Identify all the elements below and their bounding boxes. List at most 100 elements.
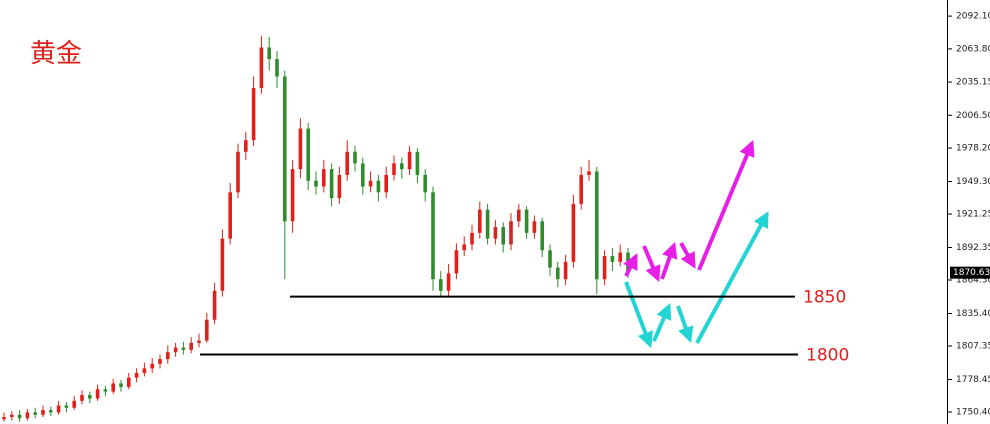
candle-body: [478, 209, 482, 233]
candle-body: [275, 59, 279, 77]
candle-body: [56, 405, 61, 413]
arrow: [652, 303, 672, 342]
candle-body: [166, 352, 170, 360]
candle-body: [111, 383, 115, 392]
y-tick-label: 2063.80: [956, 44, 990, 54]
candle-body: [150, 363, 154, 369]
candle-body: [298, 128, 303, 170]
candle-body: [228, 192, 232, 239]
candle-body: [205, 319, 209, 341]
candle-body: [212, 290, 217, 320]
candle-body: [290, 169, 295, 222]
candle-body: [142, 368, 147, 374]
candle-body: [197, 340, 201, 343]
candle-body: [33, 412, 37, 415]
y-tick-label: 1750.40: [956, 407, 990, 417]
candle-body: [17, 414, 22, 419]
candle-body: [446, 273, 451, 291]
y-tick-label: 1892.35: [956, 243, 990, 253]
candle-body: [517, 209, 521, 222]
candle-body: [80, 395, 84, 401]
candle-body: [540, 221, 544, 251]
y-tick-label: 1978.20: [956, 144, 990, 154]
arrow: [679, 242, 696, 269]
y-tick-label: 2092.10: [956, 12, 990, 22]
candle-body: [322, 169, 326, 187]
chart-title: 黄金: [30, 39, 82, 69]
candle-body: [95, 389, 100, 399]
candle-body: [88, 395, 92, 399]
candle-body: [244, 140, 248, 152]
candle-body: [579, 174, 583, 204]
candle-body: [602, 256, 607, 280]
candle-body: [267, 47, 271, 60]
arrow: [695, 211, 769, 344]
candle-body: [41, 410, 45, 415]
candle-body: [563, 261, 568, 280]
y-tick-label: 2035.15: [956, 78, 990, 88]
candle-body: [72, 400, 76, 408]
y-tick-label: 2006.50: [956, 111, 990, 121]
arrow: [660, 241, 678, 280]
candle-body: [571, 203, 576, 262]
candle-body: [618, 252, 622, 262]
candle-body: [368, 180, 373, 187]
candle-body: [361, 163, 365, 187]
arrow: [676, 305, 694, 344]
candle-body: [2, 417, 6, 420]
candle-body: [431, 192, 435, 280]
candle-body: [329, 169, 334, 199]
candle-body: [439, 279, 443, 291]
candle-body: [119, 383, 123, 387]
projection-cyan: [624, 211, 769, 348]
candle-body: [485, 209, 490, 239]
candle-body: [501, 227, 505, 245]
candle-body: [509, 221, 513, 245]
candle-body: [158, 359, 162, 364]
candle-body: [251, 88, 256, 141]
price-tag: [950, 266, 990, 279]
level-label: 1800: [806, 345, 849, 365]
candle-body: [353, 151, 357, 164]
y-tick-label: 1921.25: [956, 210, 990, 220]
arrow: [697, 140, 755, 271]
candle-body: [10, 414, 14, 418]
candle-body: [64, 405, 69, 408]
candle-body: [236, 151, 240, 193]
candle-body: [454, 250, 459, 274]
candle-body: [314, 180, 318, 187]
y-tick-label: 1949.30: [956, 177, 990, 187]
candle-body: [587, 171, 591, 175]
candle-body: [259, 47, 264, 89]
candles: [2, 35, 630, 422]
candle-body: [283, 76, 287, 222]
candle-body: [493, 227, 498, 239]
candle-body: [524, 209, 529, 233]
arrow: [624, 281, 653, 348]
candle-body: [306, 128, 310, 181]
candle-body: [532, 221, 537, 233]
candle-body: [134, 373, 139, 378]
candle-body: [220, 238, 225, 291]
y-tick-label: 1835.40: [956, 309, 990, 319]
arrow: [623, 253, 638, 277]
candle-body: [595, 171, 599, 280]
candle-body: [127, 377, 131, 387]
candle-body: [415, 151, 420, 175]
candle-body: [25, 412, 30, 419]
candle-body: [49, 410, 53, 413]
candle-body: [337, 174, 342, 199]
candle-body: [376, 180, 381, 193]
y-tick-label: 1778.45: [956, 375, 990, 385]
candle-body: [548, 250, 552, 268]
candle-body: [610, 256, 615, 262]
arrow: [642, 245, 661, 282]
y-tick-label: 1864.30: [956, 276, 990, 286]
candle-body: [103, 389, 108, 392]
candle-body: [470, 232, 474, 245]
candle-body: [384, 174, 388, 193]
candle-body: [400, 163, 404, 170]
candle-body: [407, 151, 412, 170]
y-tick-label: 1807.35: [956, 341, 990, 351]
